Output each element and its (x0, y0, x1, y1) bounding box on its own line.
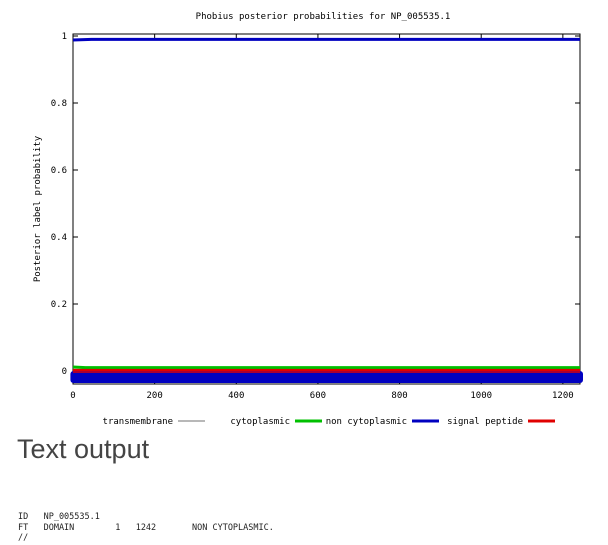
x-tick-label: 400 (228, 391, 244, 401)
series-line-non-cytoplasmic (72, 37, 580, 42)
legend-label: transmembrane (103, 417, 173, 427)
y-tick-label: 0.6 (51, 166, 67, 176)
x-tick-label: 1000 (470, 391, 492, 401)
x-tick-label: 800 (391, 391, 407, 401)
y-axis-label: Posterior label probability (33, 135, 43, 282)
legend-label: signal peptide (447, 417, 523, 427)
y-axis: 0 0.2 0.4 0.6 0.8 1 (51, 32, 580, 377)
text-output-block: ID NP_005535.1 FT DOMAIN 1 1242 NON CYTO… (18, 512, 274, 544)
legend-label: non cytoplasmic (326, 417, 407, 427)
y-tick-label: 0.8 (51, 99, 67, 109)
y-tick-label: 0.2 (51, 300, 67, 310)
text-output-line: ID NP_005535.1 (18, 512, 100, 522)
x-tick-label: 200 (147, 391, 163, 401)
region-bar (70, 371, 584, 383)
legend: transmembrane cytoplasmic non cytoplasmic s… (103, 417, 555, 427)
text-output-heading: Text output (17, 434, 150, 464)
chart-title: Phobius posterior probabilities for NP_0… (196, 12, 451, 22)
annotation-layer (70, 371, 584, 383)
series-layer (72, 37, 580, 373)
series-line-cytoplasmic (72, 365, 580, 370)
phobius-chart: Phobius posterior probabilities for NP_0… (33, 12, 584, 427)
x-tick-label: 600 (310, 391, 326, 401)
y-tick-label: 0.4 (51, 233, 67, 243)
y-tick-label: 0 (62, 367, 67, 377)
plot-frame (72, 33, 581, 385)
x-tick-label: 0 (70, 391, 75, 401)
x-axis: 0 200 400 600 800 1000 1200 (70, 34, 574, 401)
legend-label: cytoplasmic (230, 417, 290, 427)
text-output-line: // (18, 533, 29, 543)
text-output-line: FT DOMAIN 1 1242 NON CYTOPLASMIC. (18, 522, 274, 533)
y-tick-label: 1 (62, 32, 67, 42)
x-tick-label: 1200 (552, 391, 574, 401)
